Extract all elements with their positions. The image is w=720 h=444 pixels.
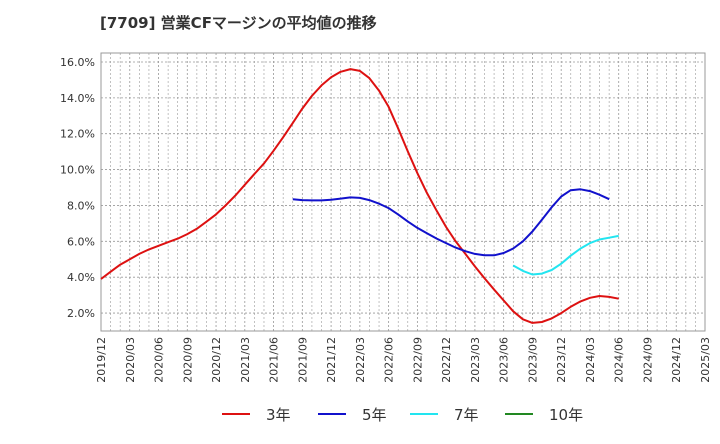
x-tick-label: 2023/03 bbox=[469, 337, 482, 383]
chart-title: [7709] 営業CFマージンの平均値の推移 bbox=[100, 14, 377, 32]
x-tick-label: 2023/06 bbox=[498, 337, 511, 383]
legend-label: 10年 bbox=[549, 406, 583, 424]
y-tick-label: 4.0% bbox=[67, 271, 95, 284]
series-line-3年 bbox=[100, 68, 619, 324]
x-tick-label: 2020/12 bbox=[210, 337, 223, 383]
x-tick-label: 2024/03 bbox=[584, 337, 597, 383]
legend-label: 5年 bbox=[362, 406, 387, 424]
x-tick-label: 2022/12 bbox=[440, 337, 453, 383]
x-tick-label: 2022/09 bbox=[411, 337, 424, 383]
y-tick-label: 10.0% bbox=[60, 164, 95, 177]
x-tick-label: 2021/06 bbox=[268, 337, 281, 383]
x-tick-label: 2024/06 bbox=[613, 337, 626, 383]
series-line-5年 bbox=[292, 188, 610, 257]
x-tick-label: 2021/12 bbox=[325, 337, 338, 383]
x-tick-label: 2020/06 bbox=[153, 337, 166, 383]
x-tick-label: 2020/03 bbox=[124, 337, 137, 383]
legend-label: 3年 bbox=[266, 406, 291, 424]
x-tick-label: 2021/03 bbox=[239, 337, 252, 383]
grid-lines bbox=[101, 53, 705, 331]
y-tick-label: 14.0% bbox=[60, 92, 95, 105]
x-tick-label: 2022/03 bbox=[354, 337, 367, 383]
x-tick-label: 2024/12 bbox=[670, 337, 683, 383]
x-tick-label: 2023/09 bbox=[526, 337, 539, 383]
y-tick-label: 16.0% bbox=[60, 56, 95, 69]
y-tick-label: 12.0% bbox=[60, 128, 95, 141]
x-tick-label: 2025/03 bbox=[699, 337, 712, 383]
y-tick-label: 6.0% bbox=[67, 235, 95, 248]
legend-label: 7年 bbox=[454, 406, 479, 424]
plot-area bbox=[100, 52, 706, 332]
x-tick-label: 2022/06 bbox=[383, 337, 396, 383]
series-lines bbox=[100, 68, 619, 324]
y-axis-tick-labels: 2.0% 4.0% 6.0% 8.0% 10.0% 12.0% 14.0% 16.0% bbox=[60, 56, 95, 320]
y-tick-label: 2.0% bbox=[67, 307, 95, 320]
x-tick-label: 2024/09 bbox=[641, 337, 654, 383]
series-line-7年 bbox=[512, 234, 619, 276]
legend: 3年 5年 7年 10年 bbox=[222, 406, 583, 424]
x-tick-label: 2023/12 bbox=[555, 337, 568, 383]
x-tick-label: 2021/09 bbox=[296, 337, 309, 383]
x-axis-tick-labels: 2019/12 2020/03 2020/06 2020/09 2020/12 2021/… bbox=[95, 337, 712, 383]
x-tick-label: 2020/09 bbox=[181, 337, 194, 383]
x-tick-label: 2019/12 bbox=[95, 337, 108, 383]
y-tick-label: 8.0% bbox=[67, 199, 95, 212]
